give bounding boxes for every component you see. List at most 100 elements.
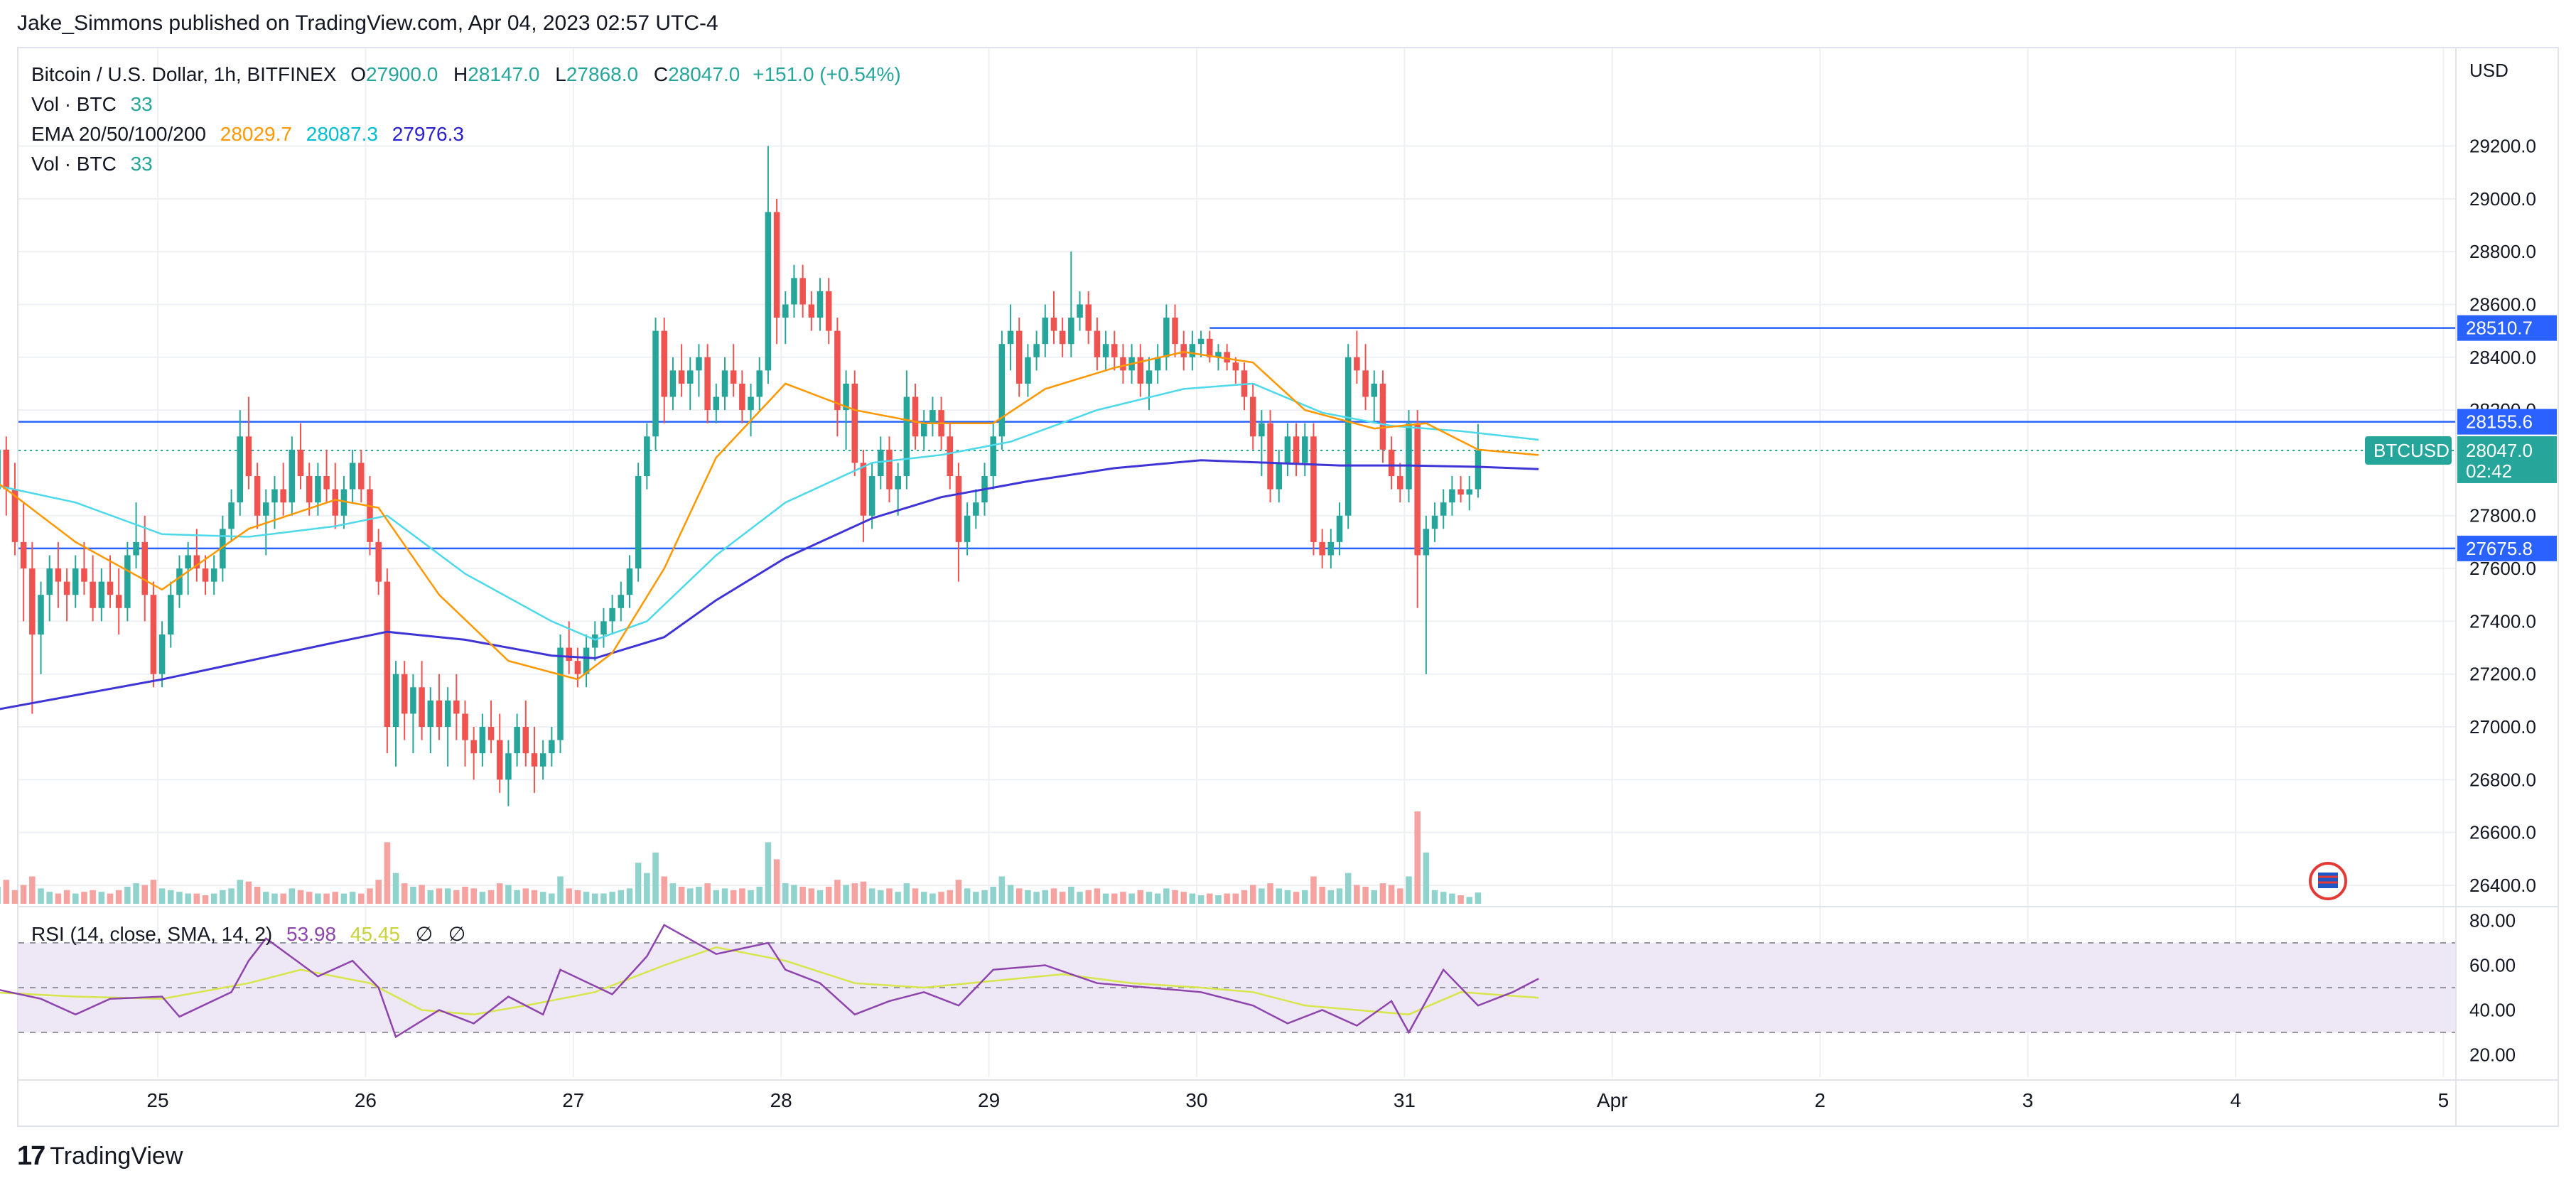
candle [730,344,737,397]
rsi-empty-1: ∅ [416,923,433,945]
candle-body [1033,344,1040,357]
candle [669,357,677,411]
volume-bar [263,892,269,904]
price-axis-currency: USD [2469,60,2508,81]
candle [704,344,711,423]
volume-bar [739,888,745,904]
volume-bar [1336,888,1343,904]
volume-bar [245,881,252,904]
volume-bar [1371,890,1378,904]
volume-bar [1207,893,1213,904]
candle [1189,330,1196,371]
volume-bar [81,892,87,904]
candle-body [479,727,486,754]
volume-bar [1379,883,1386,904]
candle [141,515,148,622]
volume-bar [1440,892,1447,904]
volume-bar [868,888,875,904]
candle-body [185,555,191,569]
legend-close-label: C [654,63,668,85]
candle-body [332,489,339,516]
volume-bar [843,885,849,904]
candle [609,595,615,634]
volume-bar [1302,890,1308,904]
volume-bar [1068,886,1074,904]
candle-body [878,449,884,476]
candle [1207,330,1213,363]
volume-bar [1154,893,1161,904]
candle [860,449,867,542]
candle [46,555,53,622]
candle [158,621,166,688]
candle [1154,344,1161,384]
candle [929,396,936,437]
candle [1267,410,1273,503]
candle [220,515,226,582]
candle [514,713,520,767]
candle [133,502,139,569]
price-tick-label: 28400.0 [2469,347,2536,368]
candle-body [271,489,278,503]
candle-body [644,436,650,476]
candle-body [1025,357,1031,384]
candle-body [124,555,131,608]
volume-bar [990,886,996,904]
candle [20,502,27,622]
candle-body [306,476,313,503]
candle [1406,410,1412,503]
candle-body [1310,436,1317,542]
volume-bar [721,888,728,904]
price-tick-label: 27000.0 [2469,716,2536,738]
candle [947,423,954,490]
candle-body [1259,423,1265,437]
volume-bar [150,880,157,904]
candle-body [522,727,529,754]
candle-body [38,595,44,634]
candle-body [245,436,252,476]
volume-bar [1172,890,1178,904]
flag-icon[interactable] [2309,862,2347,900]
candle [1466,476,1473,511]
legend-vol2-label: Vol · BTC [31,153,117,175]
candle-body [297,449,304,476]
candle [254,463,261,529]
rsi-pane [0,924,2456,1039]
volume-bar [1180,892,1187,904]
candle-body [618,595,625,608]
candle [176,555,183,608]
candle-body [851,383,858,463]
volume-bar [220,890,226,904]
candle-body [20,541,27,569]
candle-body [280,489,286,503]
volume-bar [782,883,789,904]
date-tick-label: 2 [1814,1089,1826,1111]
volume-bar [20,885,27,904]
price-tick-label: 29200.0 [2469,135,2536,156]
candle [644,423,650,490]
volume-bar [107,893,114,904]
candle-body [3,449,10,490]
candle [522,700,529,767]
candle [401,661,408,740]
candle [1344,344,1352,529]
candle [600,608,607,648]
volume-bar [1163,888,1170,904]
candle-body [315,476,321,503]
candle-body [1284,436,1291,463]
volume-bar [72,893,79,904]
candle-body [868,476,875,516]
candle-body [678,370,685,384]
symbol-tag [2365,436,2452,465]
candle-body [669,370,677,397]
candle-body [1388,449,1395,476]
candle [487,700,495,754]
legend-vol2-value: 33 [131,153,153,175]
candle-body [436,700,443,728]
candle-body [1102,344,1109,357]
candle [1379,370,1386,463]
candle-body [55,568,62,582]
candle [557,634,564,754]
candle-body [791,278,797,305]
legend-ema200-value: 27976.3 [392,123,464,145]
date-tick-label: 29 [978,1089,1000,1111]
